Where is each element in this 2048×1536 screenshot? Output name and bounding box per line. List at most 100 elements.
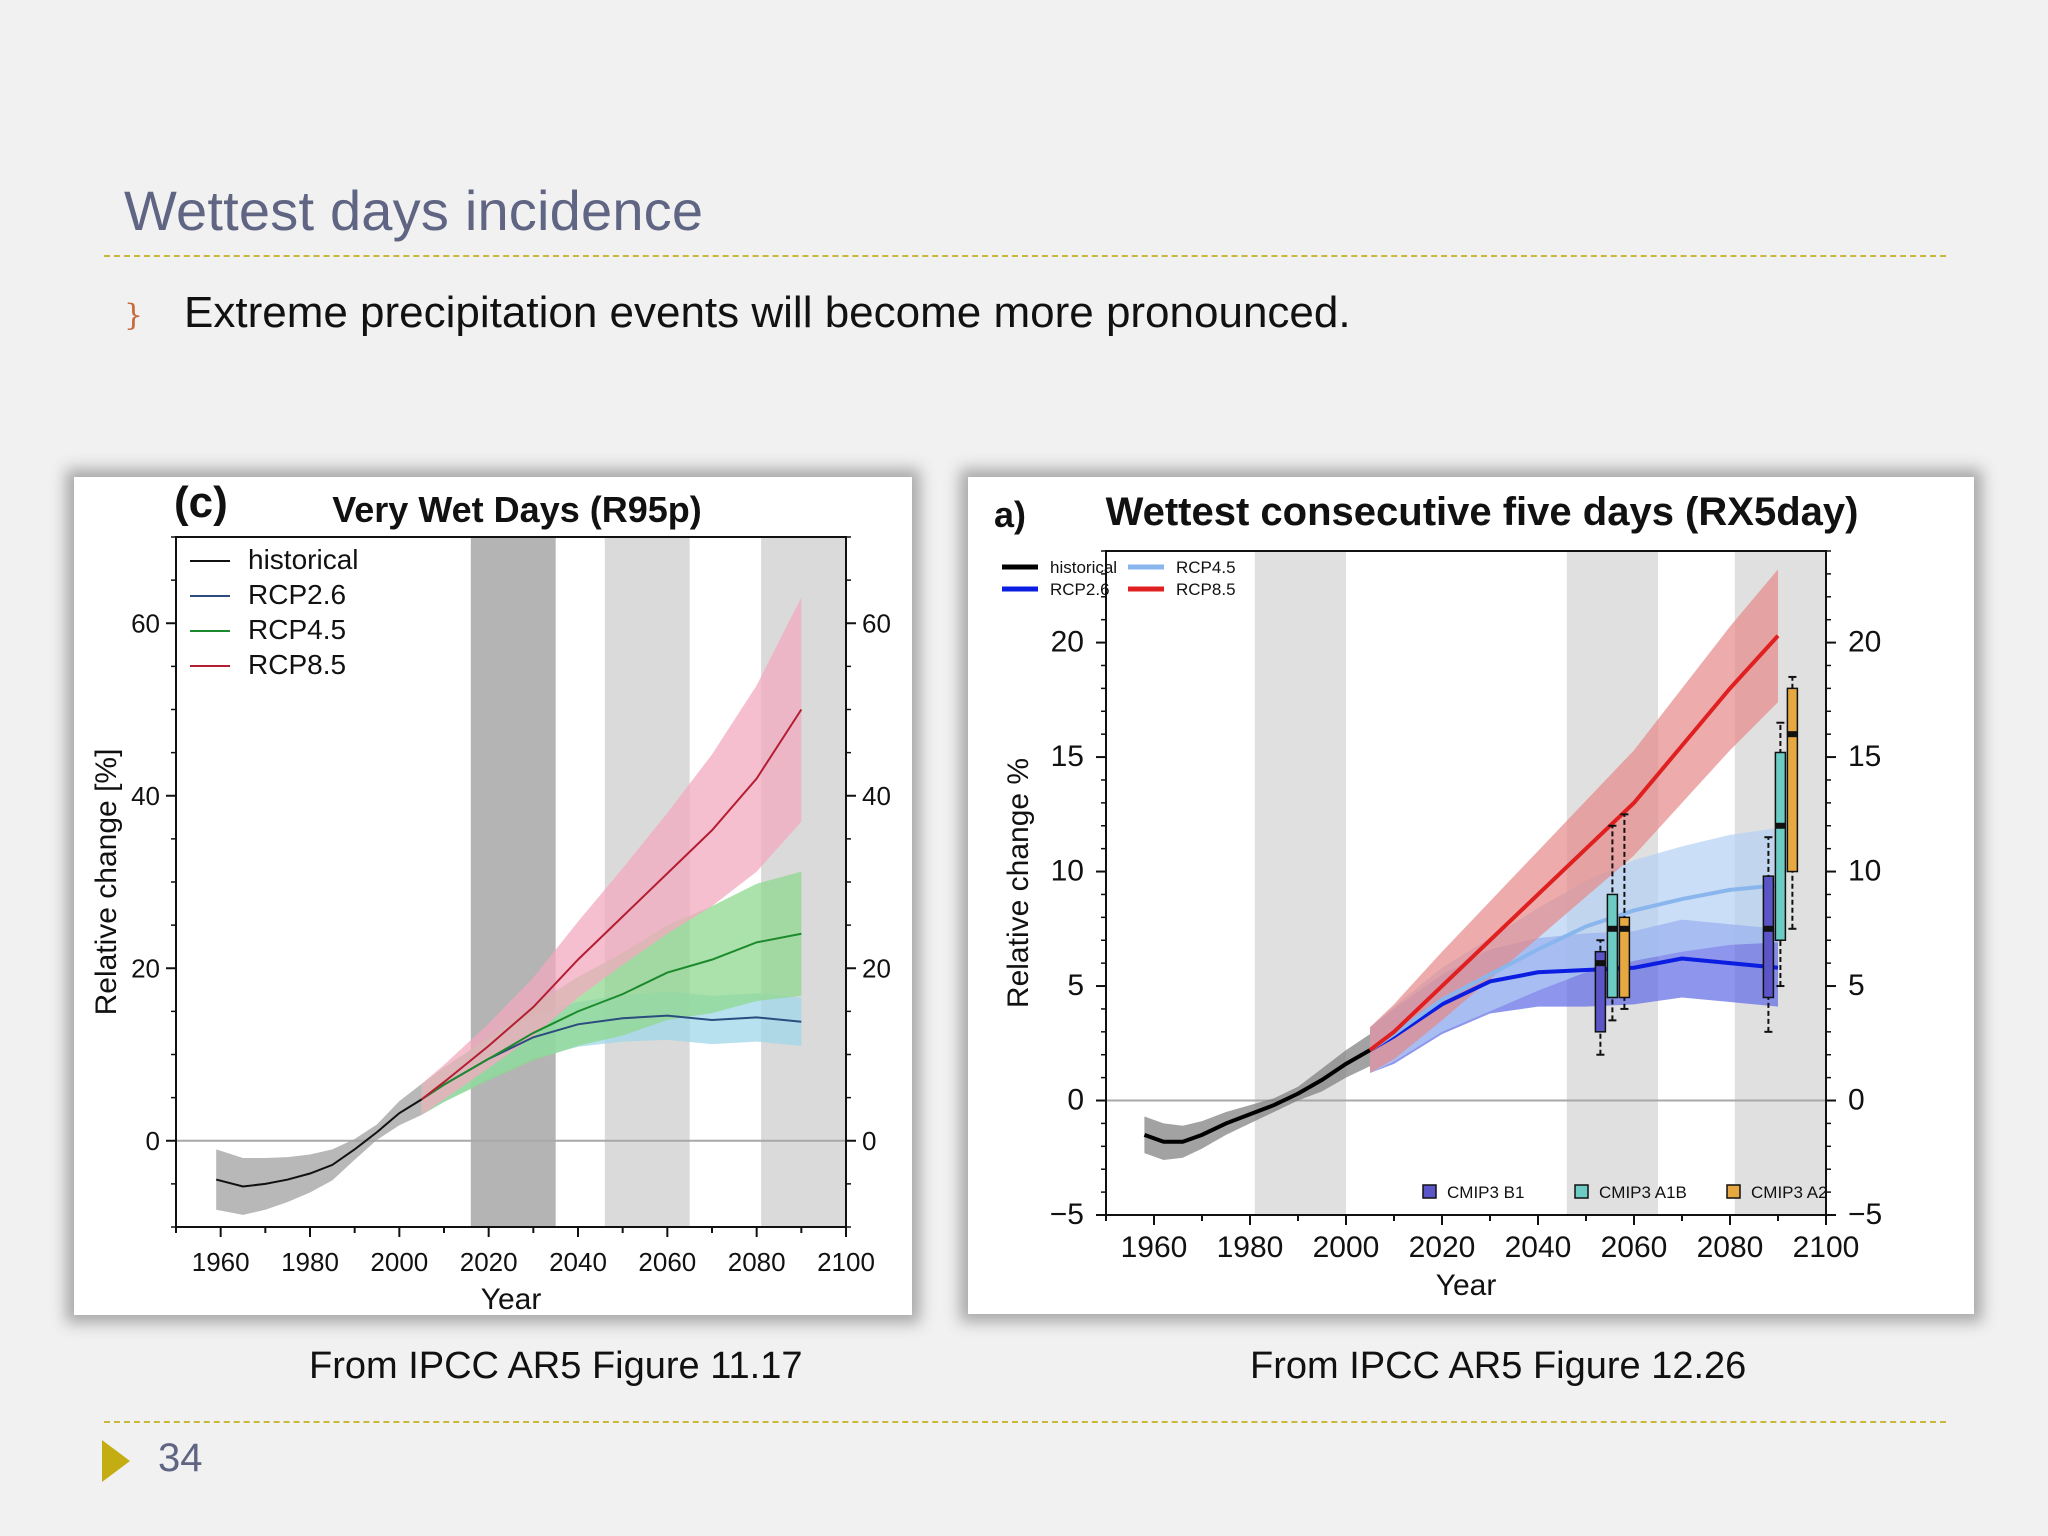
plot-frame [1105,550,1827,1216]
x-tick-label: 2040 [549,1247,607,1277]
slide-title: Wettest days incidence [124,179,704,242]
x-tick-label: 2000 [370,1247,428,1277]
y-tick-label: 10 [1051,855,1084,888]
legend-label: RCP4.5 [1176,558,1236,577]
chart-title: Very Wet Days (R95p) [332,489,702,530]
series-band [1370,569,1778,1074]
y-tick-label-right: 5 [1848,969,1865,1002]
rx5day-chart: 1960 1980 2000 2020 2040 2060 2080 2100−5 −50 05 5… [994,490,1882,1302]
y-tick-label-right: 10 [1848,855,1881,888]
y-tick-label-right: 0 [1848,1084,1865,1117]
series-line [215,1098,423,1188]
box [1606,893,1619,999]
box [1762,875,1775,999]
y-axis-label: Relative change [%] [90,749,123,1016]
legend-label: historical [1050,558,1117,577]
y-axis-label: Relative change % [1002,758,1035,1008]
y-tick-label: −5 [1050,1198,1084,1231]
series-line [1369,956,1779,1052]
box-legend-swatch [1422,1184,1437,1199]
bullet-marker-icon: } [124,298,144,333]
legend-label: RCP8.5 [248,649,346,680]
footer-divider [104,1421,1946,1423]
box [1618,916,1631,999]
series-line [1143,1048,1371,1144]
y-tick-label: 60 [131,608,160,638]
box [1774,751,1787,941]
legend-label: RCP8.5 [1176,580,1236,599]
y-tick-label: 15 [1051,740,1084,773]
box-legend-swatch [1726,1184,1741,1199]
chart-title: Wettest consecutive five days (RX5day) [1106,490,1859,534]
box-legend-label: CMIP3 A1B [1599,1183,1687,1202]
legend-label: RCP2.6 [248,579,346,610]
box-median [1787,731,1798,738]
left-figure-panel: 1960 1980 2000 2020 2040 2060 2080 2100 0 0 20 20 40… [74,477,912,1315]
x-axis-label: Year [1436,1269,1497,1302]
series-line [1368,883,1779,1052]
page-number: 34 [158,1436,203,1480]
series-line [421,932,802,1101]
y-tick-label: 20 [131,953,160,983]
right-figure-panel: 1960 1980 2000 2020 2040 2060 2080 2100 −5 −5 0 0 5 5… [968,477,1974,1314]
x-tick-label: 1960 [1121,1231,1188,1264]
box-median [1607,925,1618,932]
title-divider [104,255,1946,257]
y-tick-label-right: −5 [1848,1198,1882,1231]
x-tick-label: 2080 [1697,1231,1764,1264]
series-band [421,991,802,1115]
box [1786,687,1799,873]
panel-label: a) [994,494,1026,535]
bullet-text: Extreme precipitation events will become… [184,288,1351,337]
box-legend-swatch [1574,1184,1589,1199]
x-tick-label: 1980 [1217,1231,1284,1264]
box-median [1775,822,1786,829]
series-band [421,871,802,1115]
y-tick-label-right: 15 [1848,740,1881,773]
series-band [1370,828,1778,1074]
y-tick-label: 20 [1051,626,1084,659]
panel-label: (c) [174,478,228,527]
x-axis-label: Year [481,1283,542,1315]
x-tick-label: 2100 [1793,1231,1860,1264]
x-tick-label: 1980 [281,1247,339,1277]
series-line [1368,634,1780,1052]
legend-label: historical [248,544,358,575]
y-tick-label-right: 20 [1848,626,1881,659]
y-tick-label-right: 60 [862,608,891,638]
box [1594,950,1607,1033]
x-tick-label: 2040 [1505,1231,1572,1264]
series-band [216,1083,422,1215]
legend-label: RCP2.6 [1050,580,1110,599]
left-caption: From IPCC AR5 Figure 11.17 [309,1345,803,1387]
legend-label: RCP4.5 [248,614,346,645]
box-median [1763,925,1774,932]
y-tick-label: 0 [1067,1084,1084,1117]
y-tick-label: 0 [146,1126,160,1156]
shaded-period [1254,551,1346,1215]
box-legend-label: CMIP3 A2 [1751,1183,1828,1202]
series-line [421,708,803,1101]
series-band [421,597,802,1115]
x-tick-label: 2060 [1601,1231,1668,1264]
x-tick-label: 2060 [638,1247,696,1277]
y-tick-label: 40 [131,781,160,811]
x-tick-label: 2020 [1409,1231,1476,1264]
box-median [1619,925,1630,932]
right-caption: From IPCC AR5 Figure 12.26 [1250,1345,1747,1387]
y-tick-label-right: 20 [862,953,891,983]
box-median [1595,960,1606,967]
shaded-period [470,537,556,1227]
box-legend-label: CMIP3 B1 [1447,1183,1524,1202]
x-tick-label: 2100 [817,1247,875,1277]
x-tick-label: 1960 [192,1247,250,1277]
y-tick-label: 5 [1067,969,1084,1002]
x-tick-label: 2020 [460,1247,518,1277]
x-tick-label: 2080 [728,1247,786,1277]
series-band [1144,1034,1370,1161]
y-tick-label-right: 40 [862,781,891,811]
x-tick-label: 2000 [1313,1231,1380,1264]
y-tick-label-right: 0 [862,1126,876,1156]
page-marker-icon [102,1440,130,1482]
